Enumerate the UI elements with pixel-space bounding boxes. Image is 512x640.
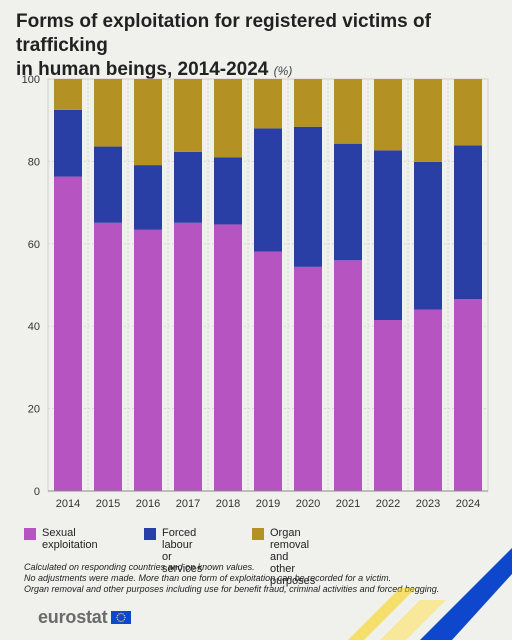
- y-tick-label: 80: [28, 156, 40, 168]
- x-tick-label: 2021: [336, 498, 360, 510]
- legend-item-organ-removal: Organ removal and other purposes: [252, 527, 315, 587]
- unit-label: (%): [273, 64, 293, 78]
- bar-segment: [174, 222, 202, 491]
- title-line-2: in human beings, 2014-2024: [16, 59, 269, 80]
- bar-segment: [334, 260, 362, 491]
- x-tick-label: 2018: [216, 498, 240, 510]
- bar-segment: [174, 151, 202, 223]
- bar-segment: [374, 79, 402, 151]
- x-tick-label: 2024: [456, 498, 480, 510]
- eu-flag-icon: [111, 611, 132, 624]
- legend-label: Organ removal and other purposes: [270, 527, 316, 587]
- bar-segment: [294, 266, 322, 491]
- bar-segment: [134, 79, 162, 166]
- footnote: Organ removal and other purposes includi…: [24, 584, 440, 594]
- legend-item-forced-labour: Forced labour or services: [144, 527, 202, 575]
- bar-segment: [294, 79, 322, 127]
- bar-segment: [134, 165, 162, 230]
- bar-segment: [414, 161, 442, 310]
- y-tick-label: 0: [34, 486, 40, 498]
- bar-segment: [254, 251, 282, 491]
- y-tick-label: 100: [22, 74, 40, 86]
- stacked-bar-chart: 0 20 40 60 80 100 2014 2015 2016 2017 2018 2019 2020…: [22, 74, 489, 510]
- x-tick-label: 2022: [376, 498, 400, 510]
- logo-text: eurostat: [38, 607, 108, 627]
- bar-segment: [94, 146, 122, 223]
- bar-segment: [134, 229, 162, 492]
- bar-segment: [294, 126, 322, 267]
- bar-segment: [54, 79, 82, 110]
- x-tick-label: 2014: [56, 498, 80, 510]
- x-tick-label: 2023: [416, 498, 440, 510]
- bar-segment: [94, 79, 122, 147]
- bar-segment: [414, 79, 442, 162]
- bar-segment: [374, 150, 402, 321]
- bar-segment: [214, 224, 242, 491]
- chart-title: Forms of exploitation for registered vic…: [16, 10, 496, 83]
- x-tick-label: 2019: [256, 498, 280, 510]
- footnotes: Calculated on responding countries and o…: [24, 562, 444, 595]
- legend-item-sexual-exploitation: Sexual exploitation: [24, 527, 98, 551]
- title-line-1: Forms of exploitation for registered vic…: [16, 11, 431, 56]
- y-tick-label: 40: [28, 321, 40, 333]
- x-tick-label: 2016: [136, 498, 160, 510]
- bar-segment: [254, 79, 282, 129]
- legend-label: Forced labour or services: [162, 527, 203, 575]
- footnote: Calculated on responding countries and o…: [24, 562, 255, 572]
- legend-swatch: [24, 528, 36, 540]
- bar-segment: [454, 79, 482, 146]
- legend-swatch: [144, 528, 156, 540]
- bar-segment: [94, 222, 122, 491]
- bar-segment: [214, 157, 242, 225]
- legend-label: Sexual exploitation: [42, 527, 98, 551]
- y-tick-label: 60: [28, 239, 40, 251]
- bar-segment: [174, 79, 202, 152]
- footnote: No adjustments were made. More than one …: [24, 573, 392, 583]
- bar-segment: [254, 128, 282, 252]
- bar-segment: [334, 143, 362, 261]
- x-tick-label: 2020: [296, 498, 320, 510]
- bar-segment: [414, 309, 442, 491]
- y-tick-label: 20: [28, 404, 40, 416]
- bar-segment: [454, 299, 482, 491]
- x-tick-label: 2017: [176, 498, 200, 510]
- bar-segment: [454, 145, 482, 300]
- eurostat-logo: eurostat: [38, 607, 132, 628]
- bar-segment: [54, 176, 82, 492]
- legend-swatch: [252, 528, 264, 540]
- x-tick-label: 2015: [96, 498, 120, 510]
- bar-segment: [214, 79, 242, 158]
- bar-segment: [374, 320, 402, 491]
- bar-segment: [54, 109, 82, 177]
- bar-segment: [334, 79, 362, 144]
